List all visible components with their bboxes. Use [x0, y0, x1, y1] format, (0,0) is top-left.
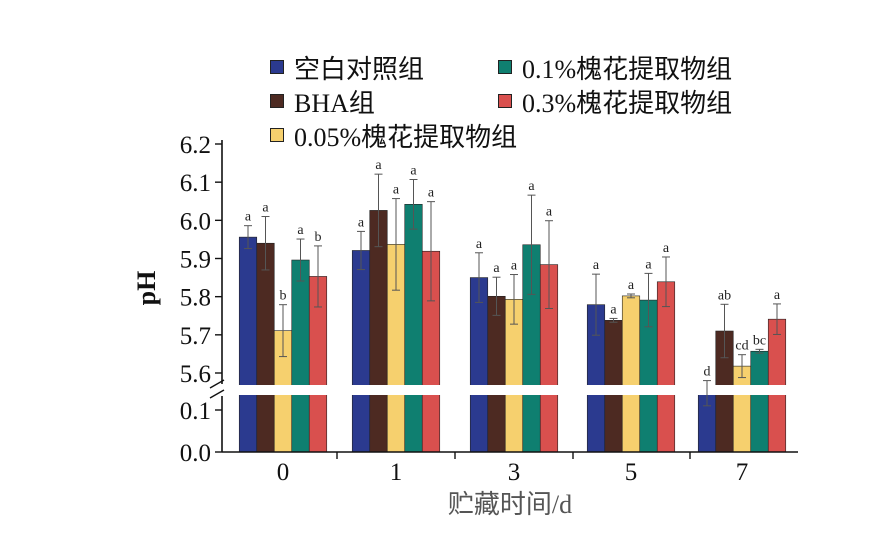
legend-label-extract-03: 0.3%槐花提取物组 — [522, 88, 733, 118]
axis-break-mark — [209, 379, 225, 389]
legend-swatch-extract-01 — [498, 60, 512, 74]
bar — [750, 350, 769, 453]
significance-label: a — [428, 186, 435, 201]
significance-label: a — [511, 259, 518, 274]
significance-label: a — [774, 288, 781, 303]
legend-item-blank-control: 空白对照组 — [270, 52, 424, 84]
y-tick-label: 5.7 — [180, 323, 211, 350]
x-ticks-layer: 0 1 3 5 7 — [277, 452, 749, 486]
significance-label: a — [262, 201, 269, 216]
significance-label: a — [663, 241, 670, 256]
significance-label: a — [546, 205, 553, 220]
x-axis-label: 贮藏时间/d — [448, 490, 572, 519]
significance-label: bc — [753, 333, 766, 348]
bar — [732, 365, 752, 453]
bar — [291, 259, 310, 453]
bar — [469, 277, 489, 453]
axis-break-mark — [209, 389, 225, 399]
y-ticks-layer: 5.6 5.7 5.8 5.9 6.0 6.1 6.2 0.0 0.1 — [180, 132, 222, 467]
bar — [351, 250, 371, 453]
bar — [656, 281, 676, 453]
y-tick-label: 5.9 — [180, 247, 211, 274]
legend-label-blank-control: 空白对照组 — [294, 54, 425, 84]
y-tick-label: 0.0 — [180, 440, 211, 467]
axes-layer — [209, 140, 798, 453]
significance-label: a — [476, 237, 483, 252]
legend-label-extract-005: 0.05%槐花提取物组 — [294, 122, 518, 152]
x-tick-label: 1 — [390, 459, 403, 486]
legend-swatch-extract-005 — [270, 128, 284, 142]
y-tick-label: 6.1 — [180, 170, 211, 197]
y-axis-label: pH — [132, 271, 161, 306]
legend-swatch-blank-control — [270, 60, 284, 74]
legend-swatch-extract-03 — [498, 94, 512, 108]
bar — [404, 204, 423, 453]
legend-swatch-bha — [270, 94, 284, 108]
y-tick-label: 5.6 — [180, 361, 211, 388]
significance-label: a — [410, 163, 417, 178]
significance-label: a — [358, 215, 365, 230]
x-tick-label: 0 — [277, 459, 290, 486]
error-bars-layer — [244, 173, 781, 407]
significance-label: d — [704, 365, 711, 380]
significance-label: a — [393, 183, 400, 198]
significance-label: a — [375, 158, 382, 173]
bar — [256, 242, 275, 453]
significance-label: a — [645, 257, 652, 272]
legend-item-extract-005: 0.05%槐花提取物组 — [270, 120, 517, 152]
y-tick-label: 6.2 — [180, 132, 211, 159]
significance-label: a — [610, 302, 617, 317]
significance-label: a — [297, 223, 304, 238]
significance-label: cd — [735, 339, 748, 354]
axis-break-band — [208, 385, 804, 395]
significance-label: a — [528, 179, 535, 194]
bar — [487, 295, 506, 453]
y-tick-label: 5.8 — [180, 285, 211, 312]
x-tick-label: 3 — [508, 459, 521, 486]
bar — [621, 295, 641, 453]
significance-label: a — [628, 278, 635, 293]
bars-layer — [208, 204, 804, 453]
x-tick-label: 5 — [625, 459, 638, 486]
significance-label: a — [593, 258, 600, 273]
legend-label-bha: BHA组 — [294, 88, 375, 118]
legend-item-bha: BHA组 — [270, 86, 375, 118]
significance-label: b — [280, 289, 287, 304]
legend-item-extract-03: 0.3%槐花提取物组 — [498, 86, 732, 118]
significance-label: a — [245, 210, 252, 225]
legend-label-extract-01: 0.1%槐花提取物组 — [522, 54, 733, 84]
y-tick-label: 6.0 — [180, 208, 211, 235]
significance-label: ab — [718, 288, 731, 303]
y-tick-label: 0.1 — [180, 398, 211, 425]
significance-label: a — [493, 261, 500, 276]
x-tick-label: 7 — [736, 459, 749, 486]
significance-label: b — [315, 230, 322, 245]
bar — [238, 236, 258, 453]
legend: 空白对照组 BHA组 0.05%槐花提取物组 0.1%槐花提取物组 0.3%槐花… — [270, 44, 810, 164]
legend-item-extract-01: 0.1%槐花提取物组 — [498, 52, 732, 84]
